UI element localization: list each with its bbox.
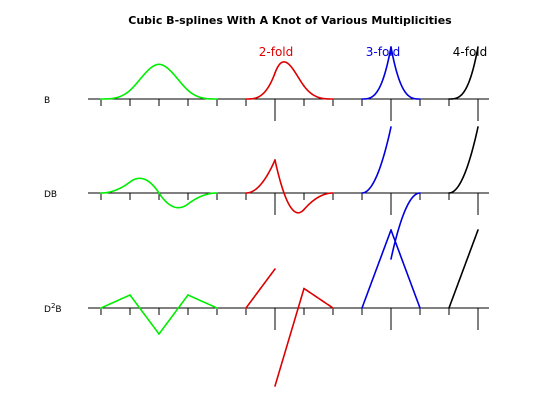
label-3-fold: 3-fold [366, 45, 400, 59]
curve-m1-d1-seg1 [129, 177, 160, 194]
label-4-fold: 4-fold [453, 45, 487, 59]
curve-m3-d1-seg0 [361, 126, 392, 194]
curve-m2-d2-seg2 [303, 287, 334, 309]
curve-m1-d0-seg1 [129, 63, 160, 92]
curve-m3-d0-seg1 [390, 46, 421, 100]
curve-m4-d0-seg0 [448, 46, 479, 100]
curve-m1-d2-seg0 [100, 294, 131, 309]
curve-m2-d2-seg0 [245, 268, 276, 309]
curve-m2-d2-seg1 [274, 287, 305, 387]
label-2-fold: 2-fold [259, 45, 293, 59]
row-label-db: DB [44, 190, 57, 200]
curve-m1-d2-seg3 [187, 294, 218, 309]
curve-m1-d2-seg2 [158, 294, 189, 335]
curve-m2-d0-seg2 [303, 85, 334, 100]
curve-m3-d2-seg1 [390, 229, 421, 309]
curve-m1-d1-seg0 [100, 181, 131, 194]
curve-m3-d1-seg1 [390, 192, 421, 260]
curve-m2-d1-seg2 [303, 192, 334, 211]
curve-m1-d2-seg1 [129, 294, 160, 335]
row-label-d2b: D2B [44, 302, 62, 315]
curve-m3-d0-seg0 [361, 46, 392, 100]
curve-m2-d1-seg1 [274, 159, 305, 214]
curve-m1-d1-seg2 [158, 192, 189, 209]
curve-m4-d1-seg0 [448, 126, 479, 194]
curve-m1-d0-seg3 [187, 89, 218, 100]
curve-m3-d2-seg0 [361, 229, 392, 309]
axes-layer [88, 98, 489, 330]
curve-m2-d0-seg1 [274, 61, 305, 87]
row-label-b: B [44, 96, 50, 106]
curve-m1-d0-seg0 [100, 89, 131, 100]
curves-layer [100, 46, 479, 387]
chart-title: Cubic B-splines With A Knot of Various M… [128, 14, 452, 27]
curve-m4-d2-seg0 [448, 229, 479, 309]
curve-m1-d1-seg3 [187, 192, 218, 205]
curve-m2-d0-seg0 [245, 72, 276, 100]
curve-m2-d1-seg0 [245, 159, 276, 194]
curve-m1-d0-seg2 [158, 63, 189, 92]
